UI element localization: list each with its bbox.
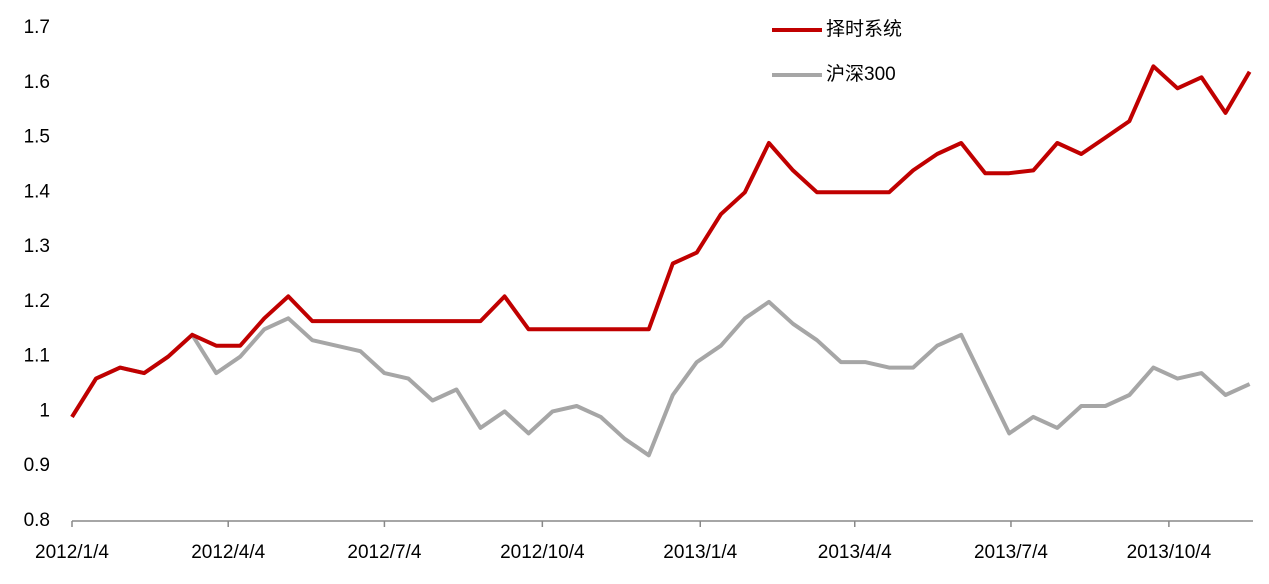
x-tick-label: 2013/7/4 (974, 542, 1048, 563)
y-tick-label: 1.2 (24, 291, 50, 312)
y-tick-label: 1.1 (24, 346, 50, 367)
y-tick-label: 0.9 (24, 455, 50, 476)
x-tick-label: 2012/1/4 (35, 542, 109, 563)
series-line (70, 299, 1251, 458)
x-tick-label: 2013/1/4 (663, 542, 737, 563)
y-tick-label: 1.7 (24, 17, 50, 38)
y-tick-label: 1.3 (24, 236, 50, 257)
x-tick-label: 2012/10/4 (500, 542, 585, 563)
x-tick-label: 2012/7/4 (347, 542, 421, 563)
x-tick-label: 2013/4/4 (818, 542, 892, 563)
legend-label: 择时系统 (826, 18, 902, 40)
y-tick-label: 1.5 (24, 127, 50, 148)
y-tick-label: 0.8 (24, 510, 50, 531)
y-tick-label: 1.6 (24, 72, 50, 93)
y-tick-label: 1.4 (24, 181, 51, 202)
x-tick-label: 2012/4/4 (191, 542, 265, 563)
series-line (70, 64, 1252, 418)
legend-label: 沪深300 (826, 63, 896, 85)
y-tick-label: 1 (39, 400, 50, 421)
x-tick-label: 2013/10/4 (1127, 542, 1212, 563)
